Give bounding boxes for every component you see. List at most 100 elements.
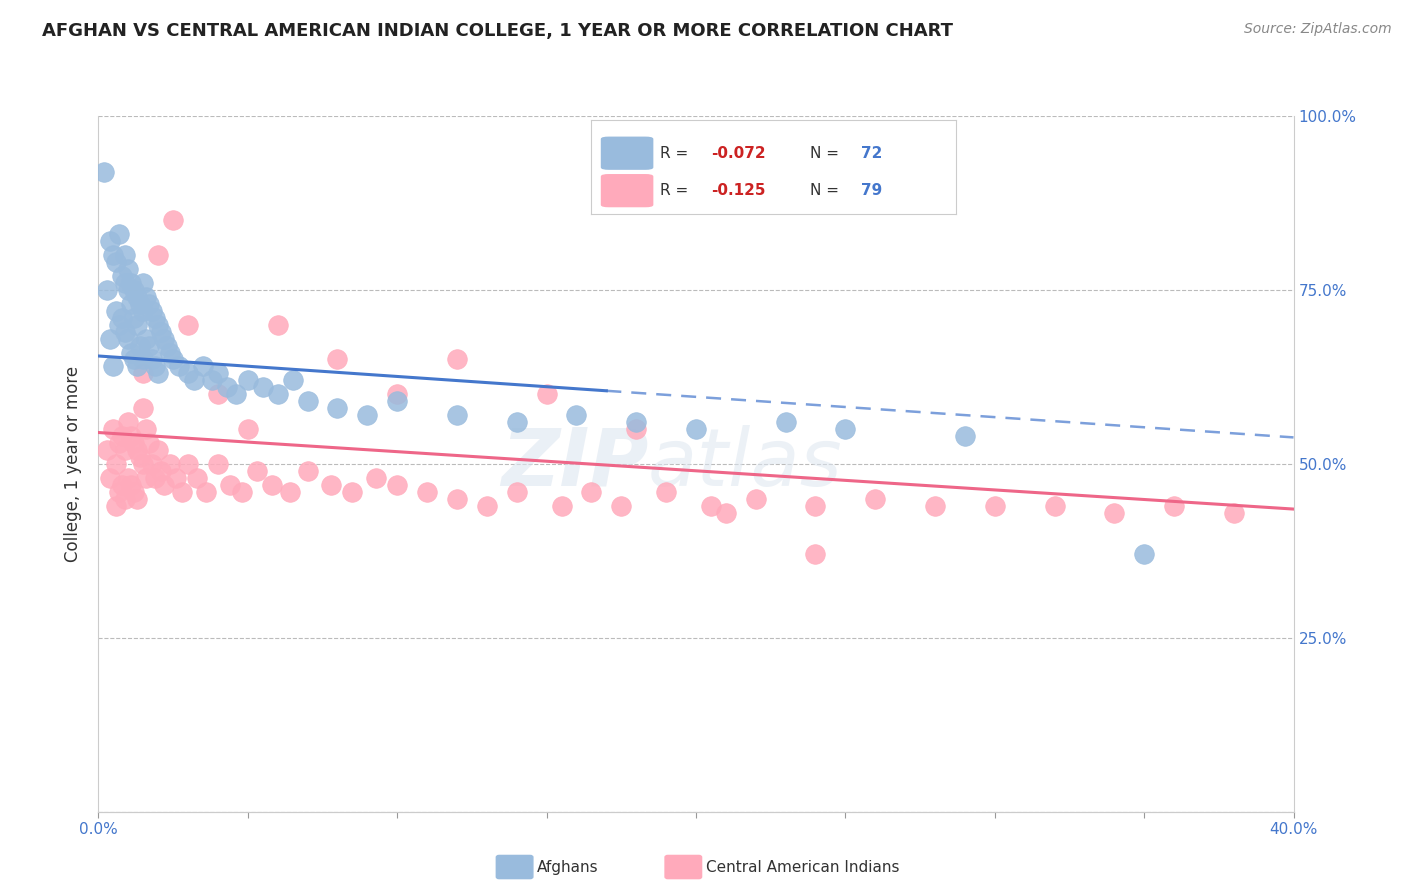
Point bbox=[148, 442, 170, 457]
Point bbox=[165, 471, 187, 485]
Point bbox=[626, 415, 648, 429]
Point bbox=[153, 332, 176, 346]
Point bbox=[714, 506, 737, 520]
Point bbox=[207, 457, 229, 471]
Point bbox=[231, 484, 253, 499]
Text: R =: R = bbox=[659, 145, 693, 161]
Point bbox=[141, 457, 163, 471]
Point bbox=[150, 325, 173, 339]
Text: -0.125: -0.125 bbox=[711, 183, 766, 198]
Point bbox=[132, 352, 155, 367]
Point bbox=[685, 422, 707, 436]
Point bbox=[135, 471, 157, 485]
Point bbox=[120, 276, 142, 290]
Point bbox=[260, 477, 283, 491]
Point bbox=[172, 484, 194, 499]
Text: atlas: atlas bbox=[648, 425, 844, 503]
Point bbox=[581, 484, 603, 499]
Point bbox=[129, 297, 152, 311]
Text: R =: R = bbox=[659, 183, 693, 198]
Point bbox=[610, 499, 633, 513]
Point bbox=[1104, 506, 1126, 520]
Point bbox=[215, 380, 238, 394]
Point bbox=[267, 318, 290, 332]
Point bbox=[148, 367, 170, 381]
Point bbox=[156, 338, 179, 352]
Y-axis label: College, 1 year or more: College, 1 year or more bbox=[65, 366, 83, 562]
Point bbox=[120, 345, 142, 359]
Point bbox=[183, 373, 205, 387]
Text: Afghans: Afghans bbox=[537, 860, 599, 874]
Point bbox=[132, 303, 155, 318]
Point bbox=[96, 442, 118, 457]
Point bbox=[143, 359, 166, 374]
Point bbox=[356, 408, 378, 422]
Point bbox=[135, 290, 157, 304]
Point bbox=[150, 464, 173, 478]
Point bbox=[278, 484, 301, 499]
Point bbox=[655, 484, 678, 499]
Point bbox=[117, 471, 139, 485]
Point bbox=[111, 310, 134, 325]
Text: N =: N = bbox=[810, 145, 844, 161]
Point bbox=[108, 227, 131, 242]
Point bbox=[108, 484, 131, 499]
Point bbox=[167, 359, 190, 374]
Point bbox=[124, 484, 146, 499]
Point bbox=[111, 268, 134, 283]
Text: Central American Indians: Central American Indians bbox=[706, 860, 900, 874]
Point bbox=[804, 547, 827, 561]
Point bbox=[105, 303, 128, 318]
Point bbox=[127, 359, 149, 374]
Point bbox=[506, 415, 529, 429]
Point bbox=[117, 332, 139, 346]
Point bbox=[138, 338, 160, 352]
Point bbox=[342, 484, 364, 499]
Point bbox=[252, 380, 274, 394]
Point bbox=[114, 442, 136, 457]
Point bbox=[159, 457, 181, 471]
Point bbox=[219, 477, 242, 491]
Point bbox=[207, 367, 229, 381]
Point bbox=[114, 248, 136, 262]
Point bbox=[105, 255, 128, 269]
Point bbox=[281, 373, 304, 387]
Point bbox=[195, 484, 218, 499]
FancyBboxPatch shape bbox=[602, 175, 652, 207]
Point bbox=[105, 457, 128, 471]
Text: 72: 72 bbox=[860, 145, 883, 161]
Point bbox=[207, 387, 229, 401]
Point bbox=[111, 477, 134, 491]
Point bbox=[446, 352, 468, 367]
Point bbox=[162, 352, 184, 367]
Point bbox=[120, 477, 142, 491]
Point bbox=[446, 491, 468, 506]
Point bbox=[100, 471, 122, 485]
Point bbox=[225, 387, 247, 401]
Point bbox=[114, 276, 136, 290]
Point bbox=[129, 338, 152, 352]
Point bbox=[148, 318, 170, 332]
FancyBboxPatch shape bbox=[602, 137, 652, 169]
Point bbox=[246, 464, 269, 478]
Point bbox=[416, 484, 439, 499]
Point bbox=[297, 394, 319, 409]
Point bbox=[141, 303, 163, 318]
Point bbox=[127, 442, 149, 457]
Point bbox=[153, 477, 176, 491]
Point bbox=[366, 471, 388, 485]
Point bbox=[700, 499, 723, 513]
Point bbox=[953, 429, 976, 443]
Point bbox=[124, 436, 146, 450]
Point bbox=[475, 499, 498, 513]
Point bbox=[143, 310, 166, 325]
Point bbox=[865, 491, 887, 506]
Point bbox=[236, 422, 259, 436]
Point bbox=[124, 310, 146, 325]
Point bbox=[984, 499, 1007, 513]
Point bbox=[138, 297, 160, 311]
Point bbox=[385, 477, 409, 491]
Point bbox=[1163, 499, 1185, 513]
Point bbox=[297, 464, 319, 478]
Point bbox=[186, 471, 208, 485]
